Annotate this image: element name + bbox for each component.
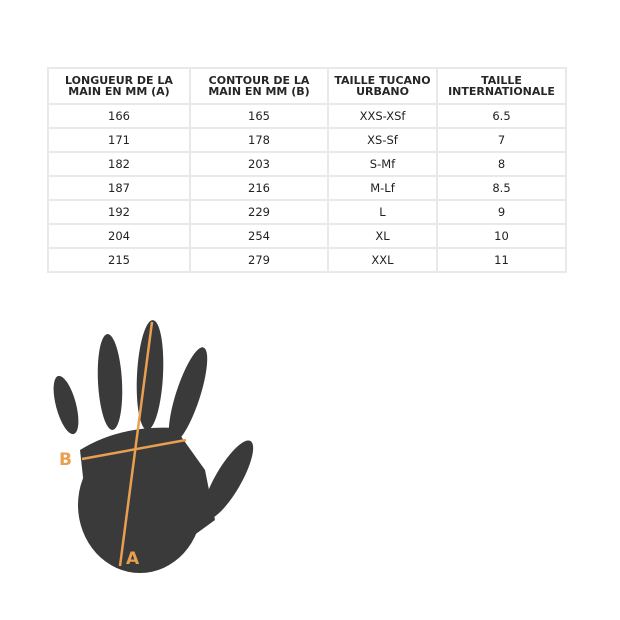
table-row: 182 203 S-Mf 8: [47, 151, 567, 177]
table-header-row: LONGUEUR DE LA MAIN EN MM (A) CONTOUR DE …: [47, 67, 567, 105]
table-cell: 9: [436, 199, 567, 225]
table-cell: XS-Sf: [327, 127, 438, 153]
little-finger: [53, 375, 79, 435]
ring-finger: [97, 334, 123, 430]
index-finger: [168, 347, 208, 443]
table-cell: 204: [47, 223, 191, 249]
column-header: LONGUEUR DE LA MAIN EN MM (A): [47, 67, 191, 105]
table-cell: 254: [189, 223, 329, 249]
table-cell: 165: [189, 103, 329, 129]
table-cell: 178: [189, 127, 329, 153]
table-cell: 171: [47, 127, 191, 153]
table-cell: 11: [436, 247, 567, 273]
table-cell: 182: [47, 151, 191, 177]
measure-line-a: [118, 321, 154, 567]
column-header: TAILLE TUCANO URBANO: [327, 67, 438, 105]
table-cell: XXL: [327, 247, 438, 273]
table-row: 204 254 XL 10: [47, 223, 567, 249]
middle-finger: [136, 320, 164, 430]
column-header: CONTOUR DE LA MAIN EN MM (B): [189, 67, 329, 105]
size-table: LONGUEUR DE LA MAIN EN MM (A) CONTOUR DE …: [47, 67, 567, 273]
table-cell: 187: [47, 175, 191, 201]
palm-upper: [80, 427, 215, 560]
table-cell: 8.5: [436, 175, 567, 201]
table-cell: 166: [47, 103, 191, 129]
table-cell: L: [327, 199, 438, 225]
hand-silhouette: [53, 320, 254, 573]
label-a: A: [126, 549, 140, 569]
label-b: B: [59, 450, 72, 470]
table-cell: 10: [436, 223, 567, 249]
table-cell: 6.5: [436, 103, 567, 129]
table-cell: 203: [189, 151, 329, 177]
table-cell: 279: [189, 247, 329, 273]
table-cell: 215: [47, 247, 191, 273]
table-cell: 216: [189, 175, 329, 201]
thumb: [202, 440, 254, 520]
table-row: 187 216 M-Lf 8.5: [47, 175, 567, 201]
table-cell: 7: [436, 127, 567, 153]
table-row: 192 229 L 9: [47, 199, 567, 225]
table-row: 166 165 XXS-XSf 6.5: [47, 103, 567, 129]
table-cell: XL: [327, 223, 438, 249]
table-cell: XXS-XSf: [327, 103, 438, 129]
table-cell: 8: [436, 151, 567, 177]
measure-line-b: [81, 438, 187, 461]
table-cell: M-Lf: [327, 175, 438, 201]
table-row: 215 279 XXL 11: [47, 247, 567, 273]
table-cell: S-Mf: [327, 151, 438, 177]
table-row: 171 178 XS-Sf 7: [47, 127, 567, 153]
column-header: TAILLE INTERNATIONALE: [436, 67, 567, 105]
table-cell: 192: [47, 199, 191, 225]
table-cell: 229: [189, 199, 329, 225]
